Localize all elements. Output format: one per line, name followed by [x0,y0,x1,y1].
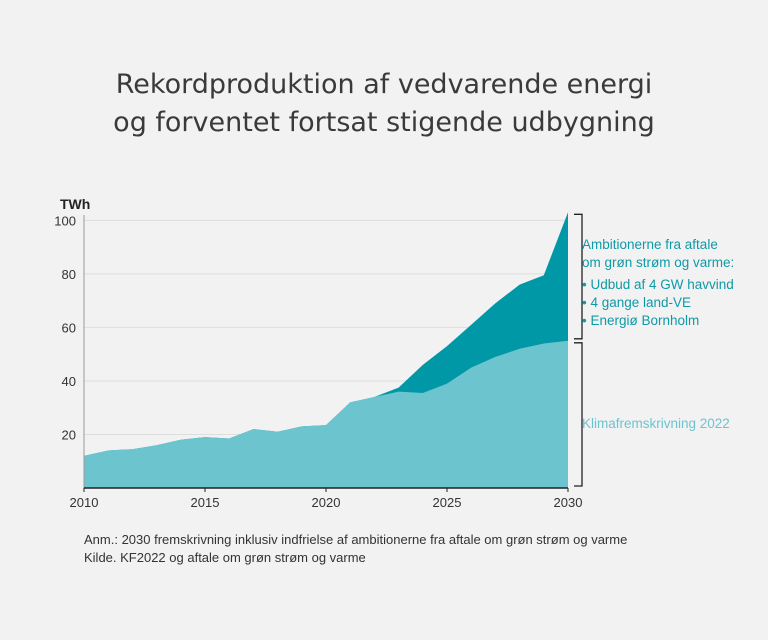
y-tick-label-40: 40 [62,374,76,389]
chart-title-line-2: og forventet fortsat stigende udbygning [113,107,655,138]
annotation-brackets [574,213,583,487]
annotation-ambition-item: • 4 gange land-VE [582,295,691,310]
chart-title: Rekordproduktion af vedvarende energi og… [0,66,768,142]
x-tick-label-2025: 2025 [433,495,462,510]
y-tick-label-80: 80 [62,267,76,282]
x-tick-label-2020: 2020 [312,495,341,510]
footnote-note: Anm.: 2030 fremskrivning inklusiv indfri… [84,532,628,547]
y-tick-label-100: 100 [54,213,76,228]
y-axis-unit-label: TWh [60,196,90,212]
annotation-ambition-item: • Udbud af 4 GW havvind [582,277,734,292]
footnote-source: Kilde. KF2022 og aftale om grøn strøm og… [84,550,366,565]
annotations: Ambitionerne fra aftale om grøn strøm og … [582,237,734,431]
bracket-klimafremskrivning [574,342,583,487]
y-tick-label-60: 60 [62,320,76,335]
annotation-klimafremskrivning: Klimafremskrivning 2022 [582,416,730,431]
area-klimafremskrivning-series [84,340,568,488]
y-axis-ticks: 20 40 60 80 100 [54,213,76,442]
x-tick-label-2015: 2015 [191,495,220,510]
y-tick-label-20: 20 [62,427,76,442]
x-axis-ticks: 2010 2015 2020 2025 2030 [70,488,583,510]
x-tick-label-2010: 2010 [70,495,99,510]
x-tick-label-2030: 2030 [554,495,583,510]
chart-title-line-1: Rekordproduktion af vedvarende energi [115,69,653,100]
footnote: Anm.: 2030 fremskrivning inklusiv indfri… [84,531,627,567]
annotation-ambition-title-2: om grøn strøm og varme: [582,255,734,270]
annotation-ambition-item: • Energiø Bornholm [582,313,699,328]
annotation-ambition-title-1: Ambitionerne fra aftale [582,237,718,252]
bracket-ambition [574,213,583,340]
